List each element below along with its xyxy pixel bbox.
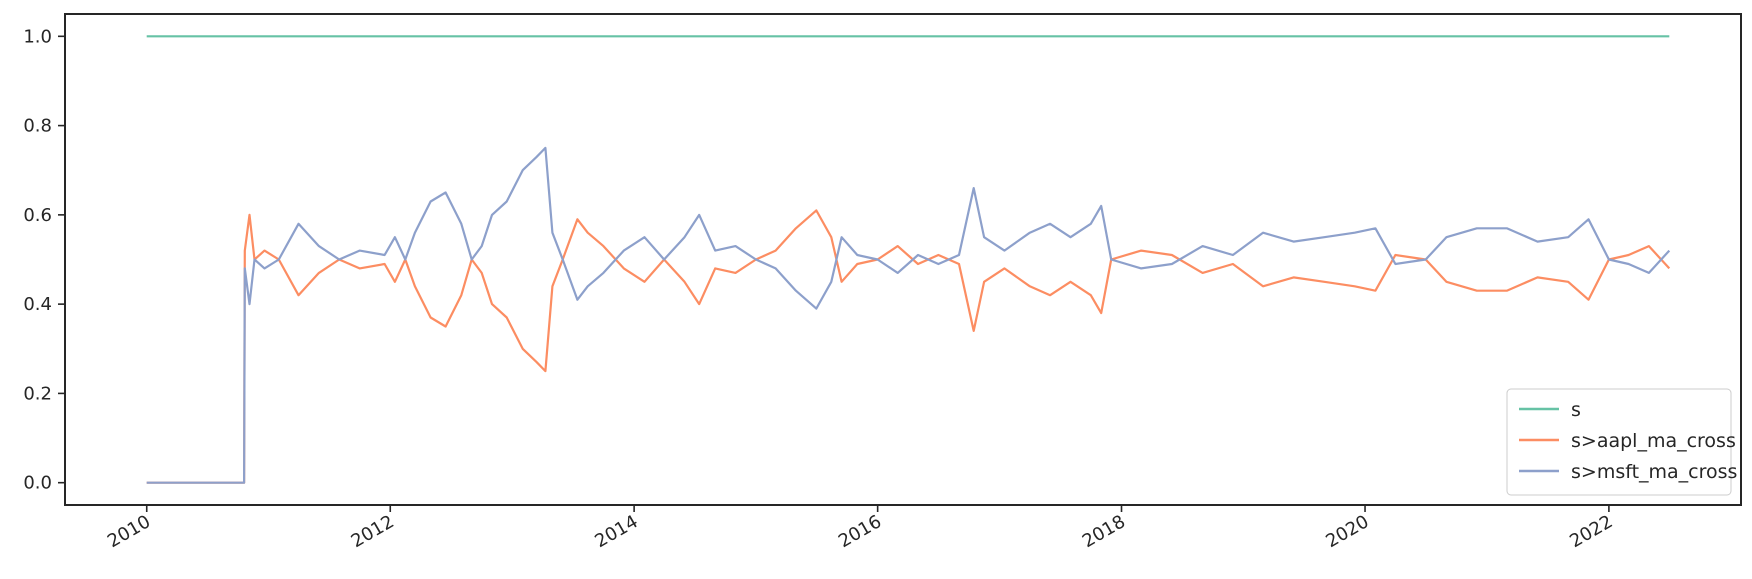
y-tick-label: 0.8 [23, 116, 52, 137]
y-tick-label: 1.0 [23, 26, 52, 47]
y-tick-label: 0.0 [23, 473, 52, 494]
series-layer [146, 35, 1671, 484]
legend: s s>aapl_ma_cross s>msft_ma_cross [1506, 388, 1737, 496]
legend-label: s [1571, 399, 1581, 421]
y-tick-label: 0.4 [23, 294, 52, 315]
legend-box [1506, 388, 1732, 496]
plot-frame [64, 13, 1742, 506]
legend-label: s>aapl_ma_cross [1571, 430, 1736, 452]
y-tick-label: 0.6 [23, 205, 52, 226]
y-tick-label: 0.2 [23, 383, 52, 404]
series-line-2 [146, 146, 1671, 484]
y-axis: 0.0 0.2 0.4 0.6 0.8 1.0 [23, 26, 65, 494]
legend-label: s>msft_ma_cross [1571, 461, 1737, 483]
